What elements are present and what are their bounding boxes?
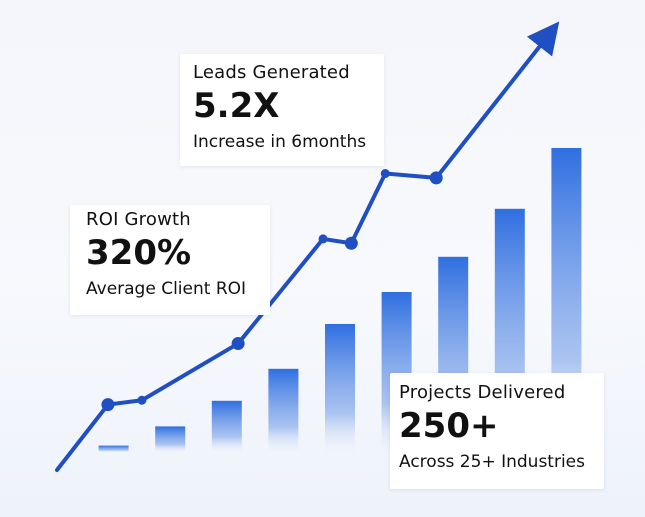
leads-card-subtitle: Increase in 6months (193, 132, 367, 153)
trend-point-5 (344, 236, 358, 250)
projects-delivered-card: Projects Delivered 250+ Across 25+ Indus… (390, 373, 604, 489)
roi-growth-card: ROI Growth 320% Average Client ROI (70, 205, 270, 315)
bar-4 (268, 368, 299, 452)
trend-point-6 (380, 169, 390, 179)
projects-card-title: Projects Delivered (399, 382, 566, 403)
projects-card-subtitle: Across 25+ Industries (399, 452, 585, 473)
roi-card-title: ROI Growth (86, 209, 191, 230)
bar-5 (325, 324, 355, 452)
roi-card-value: 320% (86, 233, 192, 273)
projects-card-value: 250+ (399, 406, 499, 446)
trend-point-7 (429, 171, 443, 185)
markers-layer (101, 169, 443, 412)
bar-1 (98, 445, 129, 452)
trend-point-4 (318, 234, 328, 244)
bar-2 (155, 426, 186, 452)
bar-3 (211, 400, 242, 452)
roi-card-subtitle: Average Client ROI (86, 279, 247, 300)
trend-point-2 (137, 395, 147, 405)
leads-card-value: 5.2X (193, 86, 280, 126)
leads-card-title: Leads Generated (193, 62, 350, 83)
trend-point-1 (101, 398, 115, 412)
leads-generated-card: Leads Generated 5.2X Increase in 6months (180, 54, 384, 166)
trend-point-3 (231, 337, 245, 351)
bars-layer (98, 148, 582, 452)
